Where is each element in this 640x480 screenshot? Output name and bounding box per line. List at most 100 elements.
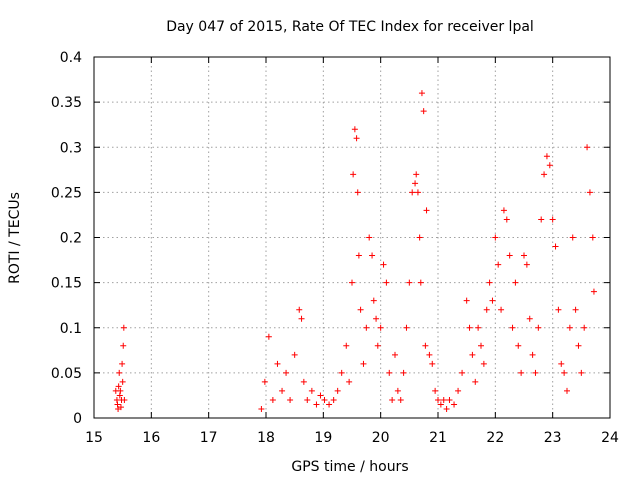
data-point [512, 279, 519, 286]
data-point [357, 306, 364, 313]
data-point [526, 315, 533, 322]
data-point [561, 369, 568, 376]
data-point [589, 234, 596, 241]
data-point [377, 324, 384, 331]
data-point [369, 252, 376, 259]
data-point [414, 189, 421, 196]
data-point [509, 324, 516, 331]
data-point [120, 324, 127, 331]
data-point [498, 306, 505, 313]
data-point [459, 369, 466, 376]
chart-title: Day 047 of 2015, Rate Of TEC Index for r… [166, 19, 534, 35]
data-point [422, 342, 429, 349]
data-point [543, 153, 550, 160]
data-point [409, 189, 416, 196]
data-point [432, 387, 439, 394]
data-point [389, 396, 396, 403]
data-point [478, 342, 484, 349]
data-point [483, 306, 490, 313]
data-point [380, 261, 387, 268]
x-tick-label: 18 [257, 430, 275, 446]
data-point [351, 126, 358, 133]
data-point [475, 324, 482, 331]
data-point [406, 279, 413, 286]
x-tick-labels: 15 16 17 18 19 20 21 22 23 24 [85, 430, 619, 446]
data-point [535, 324, 542, 331]
x-tick-label: 22 [486, 430, 504, 446]
data-point [466, 324, 473, 331]
data-point [120, 342, 127, 349]
data-point [349, 279, 355, 286]
data-point [416, 234, 423, 241]
data-point [538, 216, 545, 223]
data-point [394, 387, 401, 394]
data-point [541, 171, 548, 178]
data-point [521, 252, 527, 259]
data-point [552, 243, 559, 250]
data-point [569, 234, 576, 241]
data-point [261, 378, 268, 385]
data-point [518, 369, 525, 376]
data-point [355, 252, 362, 259]
data-point [492, 234, 499, 241]
data-point [308, 387, 315, 394]
data-point [523, 261, 530, 268]
data-point [506, 252, 513, 259]
data-point [472, 378, 479, 385]
data-point [258, 405, 265, 412]
data-point [343, 342, 350, 349]
data-point [503, 216, 510, 223]
data-point [555, 306, 562, 313]
x-tick-label: 15 [85, 430, 103, 446]
data-point [437, 401, 444, 408]
data-point [317, 392, 324, 399]
x-axis-title: GPS time / hours [291, 459, 408, 475]
data-point [515, 342, 522, 349]
data-point [373, 315, 380, 322]
data-point [586, 189, 593, 196]
data-point [584, 144, 591, 151]
data-point [366, 234, 373, 241]
y-tick-label: 0.25 [51, 185, 82, 201]
data-point [469, 351, 476, 358]
y-tick-label: 0.1 [60, 321, 82, 337]
x-tick-label: 24 [601, 430, 619, 446]
data-point [440, 396, 447, 403]
data-point [435, 396, 441, 403]
data-point [354, 189, 361, 196]
data-point [532, 369, 539, 376]
data-point [291, 351, 298, 358]
data-point [400, 369, 407, 376]
y-tick-label: 0.4 [60, 50, 82, 66]
data-point [116, 369, 123, 376]
data-point [298, 315, 305, 322]
data-point [363, 324, 370, 331]
data-point [115, 383, 122, 390]
data-point [423, 207, 430, 214]
data-point [446, 396, 453, 403]
data-point [413, 171, 420, 178]
y-axis-title: ROTI / TECUs [7, 192, 23, 284]
data-point [412, 180, 419, 187]
data-point [566, 324, 573, 331]
data-point [418, 90, 425, 97]
data-point [480, 360, 487, 367]
data-point [443, 405, 450, 412]
data-point [116, 392, 123, 399]
data-point [500, 207, 507, 214]
data-point [313, 401, 320, 408]
data-point [417, 279, 424, 286]
data-point [549, 216, 556, 223]
data-point [334, 387, 341, 394]
data-point [546, 162, 553, 169]
data-point [392, 351, 398, 358]
data-point [370, 297, 377, 304]
x-tick-label: 21 [429, 430, 447, 446]
data-point [575, 342, 582, 349]
data-point [321, 396, 328, 403]
data-point [578, 369, 585, 376]
data-point [304, 396, 311, 403]
data-point [420, 108, 427, 115]
y-tick-label: 0.2 [60, 231, 82, 247]
